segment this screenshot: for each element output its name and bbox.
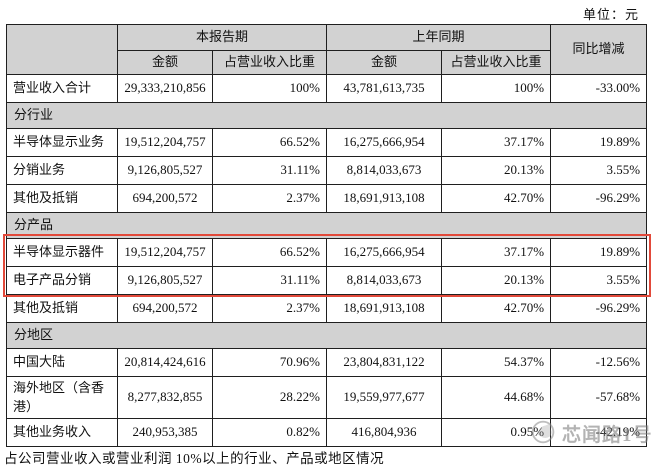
pct-prior-cell: 42.70% <box>441 184 552 213</box>
header-row-measures: 金额 占营业收入比重 金额 占营业收入比重 <box>7 50 647 75</box>
pct-prior-cell: 37.17% <box>441 238 552 267</box>
header-amount-prior: 金额 <box>326 50 443 75</box>
yoy-cell: 19.89% <box>550 238 648 267</box>
row-label: 中国大陆 <box>6 348 118 377</box>
header-pct-current: 占营业收入比重 <box>211 50 328 75</box>
row-label: 分销业务 <box>6 156 118 185</box>
yoy-cell: -12.56% <box>550 348 648 377</box>
amount-current-cell: 29,333,210,856 <box>117 74 213 103</box>
row-other-business-revenue: 其他业务收入 240,953,385 0.82% 416,804,936 0.9… <box>6 418 648 447</box>
amount-prior-cell: 16,275,666,954 <box>326 128 443 157</box>
pct-current-cell: 31.11% <box>211 266 328 295</box>
pct-prior-cell: 0.95% <box>441 418 552 447</box>
row-other-and-offset-product: 其他及抵销 694,200,572 2.37% 18,691,913,108 4… <box>6 294 648 323</box>
section-label: 分产品 <box>5 212 648 239</box>
amount-prior-cell: 18,691,913,108 <box>326 294 443 323</box>
header-row-periods: 本报告期 上年同期 同比增减 <box>6 24 648 75</box>
row-label: 其他及抵销 <box>6 294 118 323</box>
amount-current-cell: 19,512,204,757 <box>117 238 213 267</box>
header-amount-current: 金额 <box>117 50 213 75</box>
row-label: 营业收入合计 <box>6 74 118 103</box>
yoy-cell: 19.89% <box>550 128 648 157</box>
section-label: 分地区 <box>5 322 648 349</box>
header-pct-prior: 占营业收入比重 <box>441 50 552 75</box>
row-label: 其他及抵销 <box>6 184 118 213</box>
pct-prior-cell: 42.70% <box>441 294 552 323</box>
amount-prior-cell: 43,781,613,735 <box>326 74 443 103</box>
row-semiconductor-display-business: 半导体显示业务 19,512,204,757 66.52% 16,275,666… <box>6 128 648 157</box>
row-label: 电子产品分销 <box>6 266 118 295</box>
pct-current-cell: 70.96% <box>211 348 328 377</box>
row-overseas-incl-hongkong: 海外地区（含香港） 8,277,832,855 28.22% 19,559,97… <box>6 376 648 419</box>
pct-prior-cell: 20.13% <box>441 156 552 185</box>
unit-label: 单位：元 <box>582 7 639 22</box>
pct-prior-cell: 37.17% <box>441 128 552 157</box>
row-distribution-business: 分销业务 9,126,805,527 31.11% 8,814,033,673 … <box>6 156 648 185</box>
amount-current-cell: 9,126,805,527 <box>117 266 213 295</box>
header-current-period: 本报告期 <box>116 24 328 51</box>
pct-current-cell: 100% <box>211 74 328 103</box>
header-prior-period: 上年同期 <box>326 24 552 51</box>
amount-current-cell: 240,953,385 <box>117 418 213 447</box>
row-electronic-product-distribution: 电子产品分销 9,126,805,527 31.11% 8,814,033,67… <box>6 266 648 295</box>
yoy-cell: 3.55% <box>550 156 648 185</box>
amount-current-cell: 8,277,832,855 <box>117 376 213 419</box>
pct-prior-cell: 20.13% <box>441 266 552 295</box>
amount-current-cell: 694,200,572 <box>117 184 213 213</box>
amount-prior-cell: 8,814,033,673 <box>326 156 443 185</box>
pct-current-cell: 66.52% <box>211 238 328 267</box>
pct-current-cell: 66.52% <box>211 128 328 157</box>
amount-prior-cell: 8,814,033,673 <box>326 266 443 295</box>
yoy-cell: -33.00% <box>550 74 648 103</box>
amount-current-cell: 694,200,572 <box>117 294 213 323</box>
pct-prior-cell: 54.37% <box>441 348 552 377</box>
yoy-cell: 3.55% <box>550 266 648 295</box>
amount-prior-cell: 16,275,666,954 <box>326 238 443 267</box>
row-semiconductor-display-devices: 半导体显示器件 19,512,204,757 66.52% 16,275,666… <box>6 238 648 267</box>
row-mainland-china: 中国大陆 20,814,424,616 70.96% 23,804,831,12… <box>6 348 648 377</box>
row-label: 其他业务收入 <box>6 418 118 447</box>
section-by-product: 分产品 <box>5 212 648 239</box>
yoy-cell: -96.29% <box>550 294 648 323</box>
pct-current-cell: 0.82% <box>211 418 328 447</box>
section-by-region: 分地区 <box>5 322 648 349</box>
yoy-cell: -42.19% <box>550 418 648 447</box>
pct-current-cell: 28.22% <box>211 376 328 419</box>
row-label: 半导体显示器件 <box>6 238 118 267</box>
footer-caption: 占公司营业收入或营业利润 10%以上的行业、产品或地区情况 <box>4 451 385 466</box>
pct-current-cell: 2.37% <box>211 184 328 213</box>
section-by-industry: 分行业 <box>5 102 648 129</box>
pct-current-cell: 31.11% <box>211 156 328 185</box>
amount-current-cell: 20,814,424,616 <box>117 348 213 377</box>
amount-current-cell: 19,512,204,757 <box>117 128 213 157</box>
row-label: 半导体显示业务 <box>6 128 118 157</box>
header-corner-cell <box>6 24 118 75</box>
yoy-cell: -57.68% <box>550 376 648 419</box>
amount-prior-cell: 23,804,831,122 <box>326 348 443 377</box>
row-label: 海外地区（含香港） <box>6 376 118 419</box>
amount-prior-cell: 19,559,977,677 <box>326 376 443 419</box>
row-total-revenue: 营业收入合计 29,333,210,856 100% 43,781,613,73… <box>6 74 648 103</box>
pct-prior-cell: 44.68% <box>441 376 552 419</box>
revenue-breakdown-table: 本报告期 上年同期 同比增减 金额 占营业收入比重 金额 占营业收入比重 营业收… <box>5 24 648 447</box>
row-other-and-offset-industry: 其他及抵销 694,200,572 2.37% 18,691,913,108 4… <box>6 184 648 213</box>
pct-current-cell: 2.37% <box>211 294 328 323</box>
yoy-cell: -96.29% <box>550 184 648 213</box>
header-yoy-change: 同比增减 <box>550 24 648 75</box>
section-label: 分行业 <box>5 102 648 129</box>
amount-prior-cell: 18,691,913,108 <box>326 184 443 213</box>
pct-prior-cell: 100% <box>441 74 552 103</box>
amount-current-cell: 9,126,805,527 <box>117 156 213 185</box>
amount-prior-cell: 416,804,936 <box>326 418 443 447</box>
